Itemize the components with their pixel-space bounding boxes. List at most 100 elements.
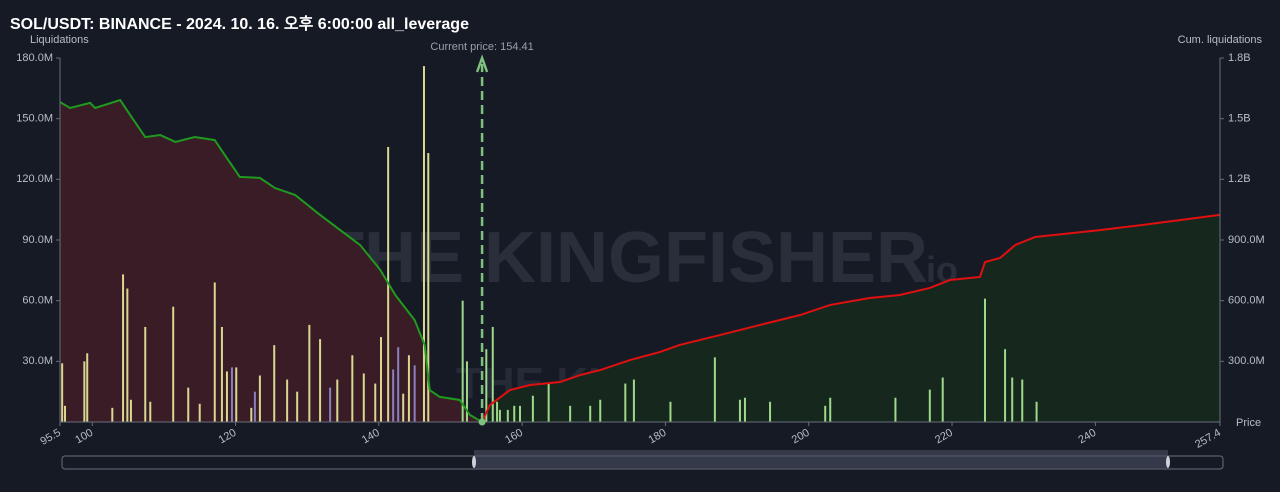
- bar: [413, 365, 416, 422]
- bar: [624, 383, 627, 422]
- scroll-window[interactable]: [474, 450, 1168, 469]
- bar: [1004, 349, 1007, 422]
- bar: [485, 349, 488, 422]
- bar: [126, 288, 129, 422]
- bar: [336, 379, 339, 422]
- bar: [111, 407, 114, 422]
- area: [482, 214, 1221, 422]
- bar: [427, 153, 430, 423]
- bar: [129, 399, 132, 422]
- bar: [286, 379, 289, 422]
- y2-tick-label: 1.2B: [1228, 173, 1251, 185]
- bar: [496, 401, 499, 422]
- bar: [83, 361, 86, 422]
- bar: [187, 387, 190, 422]
- bar: [531, 395, 534, 422]
- y-tick-label: 120.0M: [16, 173, 53, 185]
- y2-axis-label: Cum. liquidations: [1178, 34, 1263, 46]
- bar: [824, 405, 827, 422]
- bar: [379, 337, 382, 422]
- bar: [296, 391, 299, 422]
- bar: [250, 407, 253, 422]
- scrollbar[interactable]: [61, 450, 1224, 470]
- x-axis-label: Price: [1236, 417, 1261, 429]
- bar: [465, 361, 468, 422]
- bar: [941, 377, 944, 422]
- bar: [198, 403, 201, 422]
- bar: [407, 355, 410, 422]
- y-tick-label: 90.0M: [22, 234, 53, 246]
- bar: [220, 326, 223, 422]
- bar: [569, 405, 572, 422]
- bar: [713, 357, 716, 422]
- bar: [362, 373, 365, 422]
- bar: [329, 387, 332, 422]
- bar: [319, 339, 322, 422]
- bar: [172, 306, 175, 422]
- bar: [258, 375, 261, 422]
- bar: [225, 371, 228, 422]
- cumulative-line: [481, 213, 1221, 423]
- bar: [1035, 401, 1038, 422]
- bar: [235, 367, 238, 422]
- bar: [253, 391, 256, 422]
- area: [60, 100, 483, 422]
- current-price-dot: [478, 418, 486, 426]
- bar: [86, 353, 89, 422]
- bar: [829, 397, 832, 422]
- y-tick-label: 150.0M: [16, 113, 53, 125]
- y2-tick-label: 1.8B: [1228, 52, 1251, 64]
- bar: [506, 409, 509, 422]
- bar: [498, 409, 501, 422]
- bar: [149, 401, 152, 422]
- bar: [743, 397, 746, 422]
- y2-tick-label: 600.0M: [1228, 295, 1265, 307]
- y-tick-label: 180.0M: [16, 52, 53, 64]
- bar: [589, 405, 592, 422]
- bar: [397, 347, 400, 422]
- annotation: Current price: 154.41: [430, 41, 533, 53]
- watermark: THE KINGFISHER: [320, 218, 928, 298]
- bar: [144, 326, 147, 422]
- bar: [461, 300, 464, 422]
- plot-area: 30.0M 60.0M 90.0M 120.0M 150.0M 180.0M 300.0M 6…: [16, 41, 1264, 451]
- bar: [422, 66, 425, 422]
- bar: [547, 383, 550, 422]
- bar: [491, 326, 494, 422]
- bar: [928, 389, 931, 422]
- bar: [518, 405, 521, 422]
- bar: [351, 355, 354, 422]
- bar: [894, 397, 897, 422]
- bar: [230, 367, 233, 422]
- bar: [64, 405, 67, 422]
- bar: [738, 399, 741, 422]
- bar: [1021, 379, 1024, 422]
- y2-tick-label: 300.0M: [1228, 355, 1265, 367]
- bar: [122, 274, 125, 422]
- y2-tick-label: 1.5B: [1228, 113, 1251, 125]
- chart-title: SOL/USDT: BINANCE - 2024. 10. 16. 오후 6:0…: [10, 14, 469, 33]
- bar: [1011, 377, 1014, 422]
- cumulative-line: [59, 98, 483, 423]
- bar: [213, 282, 216, 422]
- bar: [632, 379, 635, 422]
- bar: [308, 324, 311, 422]
- bar: [273, 345, 276, 422]
- bar: [402, 393, 405, 422]
- bar: [392, 369, 395, 422]
- y-tick-label: 60.0M: [22, 295, 53, 307]
- bar: [599, 399, 602, 422]
- scroll-handle[interactable]: [1166, 456, 1170, 468]
- bar: [669, 401, 672, 422]
- y-tick-label: 30.0M: [22, 355, 53, 367]
- bar: [769, 401, 772, 422]
- bar: [374, 383, 377, 422]
- bar: [513, 405, 516, 422]
- current-price-arrow: [475, 54, 489, 73]
- y-axis-label: Liquidations: [30, 34, 89, 46]
- y2-tick-label: 900.0M: [1228, 234, 1265, 246]
- bar: [983, 298, 986, 422]
- scroll-handle[interactable]: [472, 456, 476, 468]
- bar: [61, 363, 64, 422]
